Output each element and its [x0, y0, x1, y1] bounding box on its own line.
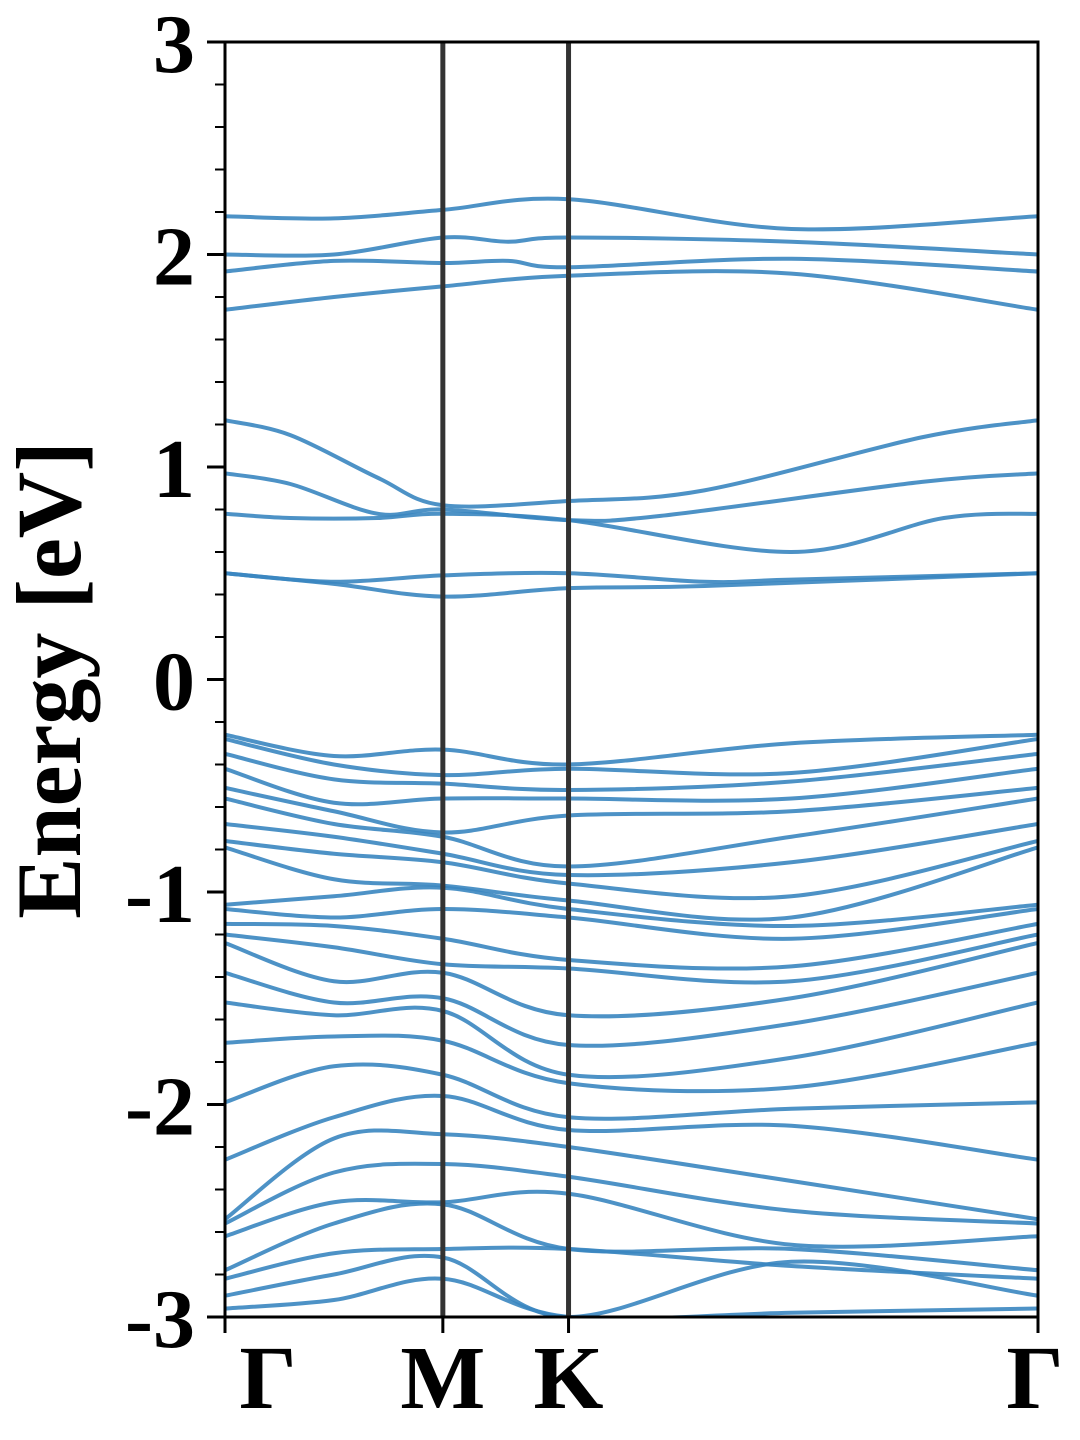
x-tick-label: Γ	[239, 1329, 296, 1428]
band-line	[225, 822, 1038, 878]
band-line	[225, 1201, 1038, 1273]
band-line	[225, 732, 1038, 767]
band-line	[225, 751, 1038, 793]
band-line	[225, 1062, 1038, 1121]
high-symmetry-lines	[440, 42, 572, 1317]
band-line	[225, 1128, 1038, 1222]
band-line	[225, 1276, 1038, 1317]
band-line	[225, 1093, 1038, 1162]
band-line	[225, 885, 1038, 929]
band-line	[225, 570, 1038, 585]
band-line	[225, 511, 1038, 555]
y-tick-label: 2	[153, 211, 195, 304]
x-tick-label: Γ	[1006, 1329, 1063, 1428]
band-line	[225, 196, 1038, 232]
y-tick-label: -3	[125, 1273, 195, 1366]
band-line	[225, 737, 1038, 778]
band-line	[225, 1253, 1038, 1317]
y-tick-label: 0	[153, 636, 195, 729]
y-tick-label: -2	[125, 1061, 195, 1154]
y-tick-label: 1	[153, 423, 195, 516]
band-line	[225, 1161, 1038, 1226]
band-line	[225, 932, 1038, 985]
x-tick-label: M	[400, 1329, 485, 1428]
band-line	[225, 418, 1038, 509]
band-line	[225, 571, 1038, 599]
plot-frame	[223, 40, 1040, 1319]
band-line	[225, 845, 1038, 922]
y-axis-ticks: -3 -2 -1 0 1 2 3	[125, 0, 225, 1366]
band-lines	[225, 196, 1038, 1317]
y-axis-label: Energy [eV]	[0, 441, 100, 919]
band-line	[225, 766, 1038, 807]
band-line	[225, 941, 1038, 1019]
x-tick-label: K	[534, 1329, 604, 1428]
band-line	[225, 906, 1038, 941]
band-line	[225, 235, 1038, 258]
band-line	[225, 796, 1038, 869]
band-line	[225, 256, 1038, 274]
band-line	[225, 1000, 1038, 1080]
band-line	[225, 839, 1038, 901]
y-tick-label: -1	[125, 848, 195, 941]
band-line	[225, 970, 1038, 1048]
band-line	[225, 269, 1038, 312]
band-line	[225, 785, 1038, 835]
band-line	[225, 1033, 1038, 1094]
band-line	[225, 1245, 1038, 1281]
band-line	[225, 921, 1038, 971]
y-tick-label: 3	[153, 0, 195, 91]
band-line	[225, 1189, 1038, 1249]
